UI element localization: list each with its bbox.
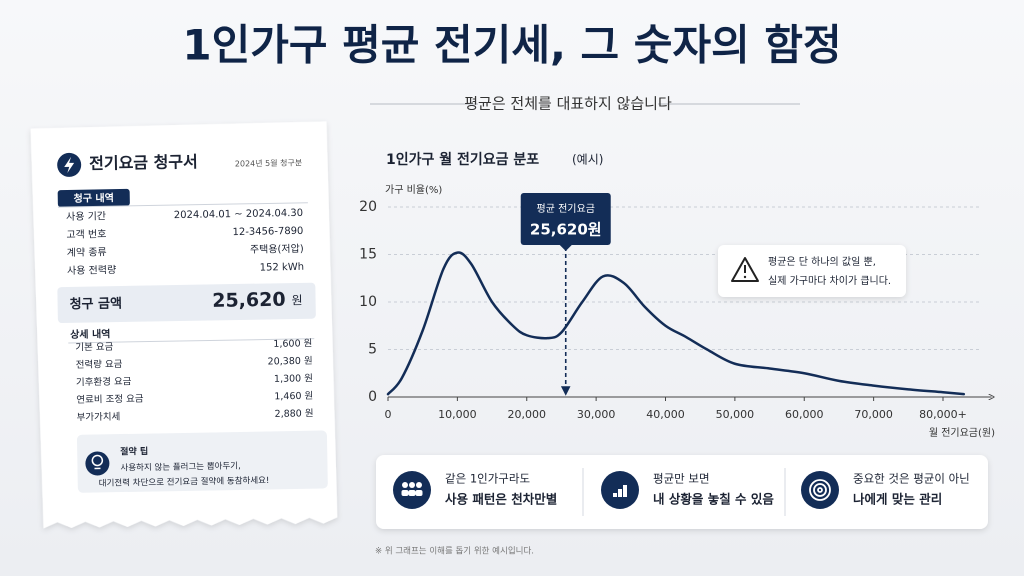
detail-label: 기후환경 요금 (76, 375, 132, 388)
card-text: 평균만 보면 (653, 472, 710, 486)
detail-value: 1,600 원 (273, 338, 312, 350)
receipt-title: 전기요금 청구서 (89, 152, 198, 173)
detail-value: 20,380 원 (268, 356, 313, 368)
x-tick-label: 40,000 (646, 408, 685, 421)
detail-value: 1,460 원 (274, 391, 313, 403)
card-icon (416, 482, 422, 488)
row-label: 계약 종류 (67, 246, 107, 259)
card-icon (401, 490, 409, 496)
chart-title: 1인가구 월 전기요금 분포 (386, 151, 539, 168)
card-text: 중요한 것은 평균이 아닌 (853, 472, 970, 486)
detail-value: 1,300 원 (274, 373, 313, 385)
x-tick-label: 70,000 (854, 408, 893, 421)
row-label: 고객 번호 (66, 228, 106, 241)
x-axis-label: 월 전기요금(원) (929, 427, 995, 439)
card-icon (402, 482, 408, 488)
card-text-bold: 내 상황을 놓칠 수 있음 (653, 492, 774, 507)
tip-title: 절약 팁 (120, 445, 148, 457)
card-icon (408, 490, 416, 496)
bolt-icon (64, 156, 75, 173)
detail-value: 2,880 원 (275, 408, 314, 420)
row-value: 주택용(저압) (250, 242, 304, 256)
x-tick-label: 60,000 (785, 408, 824, 421)
receipt: 전기요금 청구서 2024년 5월 청구분 청구 내역 청구 금액 25,620… (30, 121, 338, 529)
card-icon (817, 487, 823, 493)
mean-box (520, 193, 611, 245)
total-label: 청구 금액 (69, 296, 122, 313)
x-tick-label: 50,000 (716, 408, 755, 421)
row-value: 12-3456-7890 (232, 226, 303, 238)
card-icon (613, 493, 617, 497)
row-value: 2024.04.01 ~ 2024.04.30 (174, 208, 303, 221)
detail-label: 전력량 요금 (76, 358, 123, 371)
row-value: 152 kWh (260, 262, 304, 274)
x-tick-label: 20,000 (508, 408, 547, 421)
callout-text: 평균은 단 하나의 값일 뿐, (768, 255, 876, 268)
divider (57, 202, 308, 208)
card-icon (809, 479, 831, 501)
y-tick-label: 5 (368, 342, 377, 358)
distribution-line (386, 251, 966, 396)
x-tick-label: 10,000 (438, 408, 477, 421)
row-label: 사용 기간 (66, 210, 106, 223)
y-tick-label: 20 (359, 199, 377, 215)
y-tick-label: 15 (359, 247, 377, 263)
card-icon (618, 489, 622, 497)
receipt-paper (30, 121, 338, 529)
cards-panel (376, 455, 988, 529)
detail-label: 기본 요금 (75, 342, 113, 354)
callout-box (718, 245, 906, 297)
x-tick-label: 0 (385, 408, 392, 421)
y-tick-label: 10 (359, 294, 377, 310)
total-amount: 25,620 (212, 289, 286, 312)
card-text: 같은 1인가구라도 (445, 472, 530, 486)
bulb-icon (91, 454, 104, 467)
row-label: 사용 전력량 (67, 264, 116, 277)
warning-icon (731, 257, 759, 282)
card-icon (623, 485, 627, 497)
tip-box (76, 430, 328, 493)
bulb-icon (85, 451, 110, 476)
mean-label: 25,620원 (530, 221, 602, 239)
mean-title: 평균 전기요금 (537, 203, 595, 215)
tip-line: 대기전력 차단으로 전기요금 절약에 동참하세요! (99, 475, 270, 489)
page-subtitle: 평균은 전체를 대표하지 않습니다 (464, 95, 672, 113)
section-label: 청구 내역 (74, 191, 115, 205)
divider (68, 338, 315, 344)
card-text-bold: 사용 패턴은 천차만별 (445, 492, 557, 507)
chart-subtitle: (예시) (572, 153, 603, 167)
card-text-bold: 나에게 맞는 관리 (853, 492, 942, 507)
x-tick-label: 80,000+ (919, 408, 967, 421)
y-axis-label: 가구 비율(%) (385, 184, 442, 196)
receipt-date: 2024년 5월 청구분 (235, 157, 303, 168)
card-icon (813, 483, 827, 497)
total-box (57, 282, 316, 324)
mean-box-tip (559, 245, 572, 251)
card-icon (801, 471, 839, 509)
y-tick-label: 0 (368, 389, 377, 405)
warning-icon (743, 275, 747, 279)
card-icon (415, 490, 423, 496)
detail-label: 부가가치세 (76, 411, 120, 424)
detail-title: 상세 내역 (70, 327, 111, 341)
chart: 0 5 10 15 20 0 10,000 20,000 30,000 40,000 50,000 6… (359, 193, 991, 421)
detail-label: 연료비 조정 요금 (76, 394, 144, 406)
total-unit: 원 (291, 293, 302, 307)
section-pill (57, 188, 130, 208)
card-icon (409, 482, 415, 488)
x-tick-label: 30,000 (577, 408, 616, 421)
tip-line: 사용하지 않는 플러그는 뽑아두기, (120, 460, 240, 473)
page-title: 1인가구 평균 전기세, 그 숫자의 함정 (182, 21, 841, 70)
footnote: ※ 위 그래프는 이해를 돕기 위한 예시입니다. (375, 546, 534, 557)
callout-text: 실제 가구마다 차이가 큽니다. (768, 275, 891, 287)
